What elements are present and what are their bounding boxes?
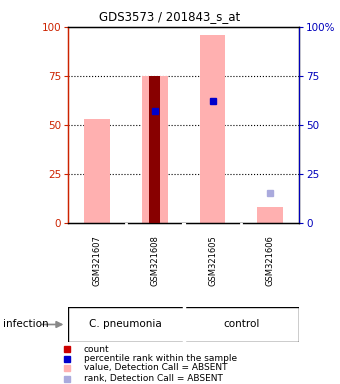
Text: C. pneumonia: C. pneumonia: [89, 319, 162, 329]
Text: value, Detection Call = ABSENT: value, Detection Call = ABSENT: [84, 363, 227, 372]
Bar: [257, 207, 283, 223]
Bar: [84, 119, 110, 223]
Text: GSM321608: GSM321608: [150, 235, 159, 286]
Text: GDS3573 / 201843_s_at: GDS3573 / 201843_s_at: [99, 10, 241, 23]
Text: GSM321607: GSM321607: [92, 235, 101, 286]
Text: GSM321606: GSM321606: [266, 235, 275, 286]
Text: GSM321605: GSM321605: [208, 235, 217, 286]
Bar: [150, 76, 160, 223]
Text: control: control: [223, 319, 259, 329]
Bar: [200, 35, 225, 223]
Text: count: count: [84, 345, 109, 354]
Text: rank, Detection Call = ABSENT: rank, Detection Call = ABSENT: [84, 374, 222, 384]
Text: percentile rank within the sample: percentile rank within the sample: [84, 354, 237, 363]
Text: infection: infection: [3, 319, 49, 329]
Bar: [142, 76, 168, 223]
